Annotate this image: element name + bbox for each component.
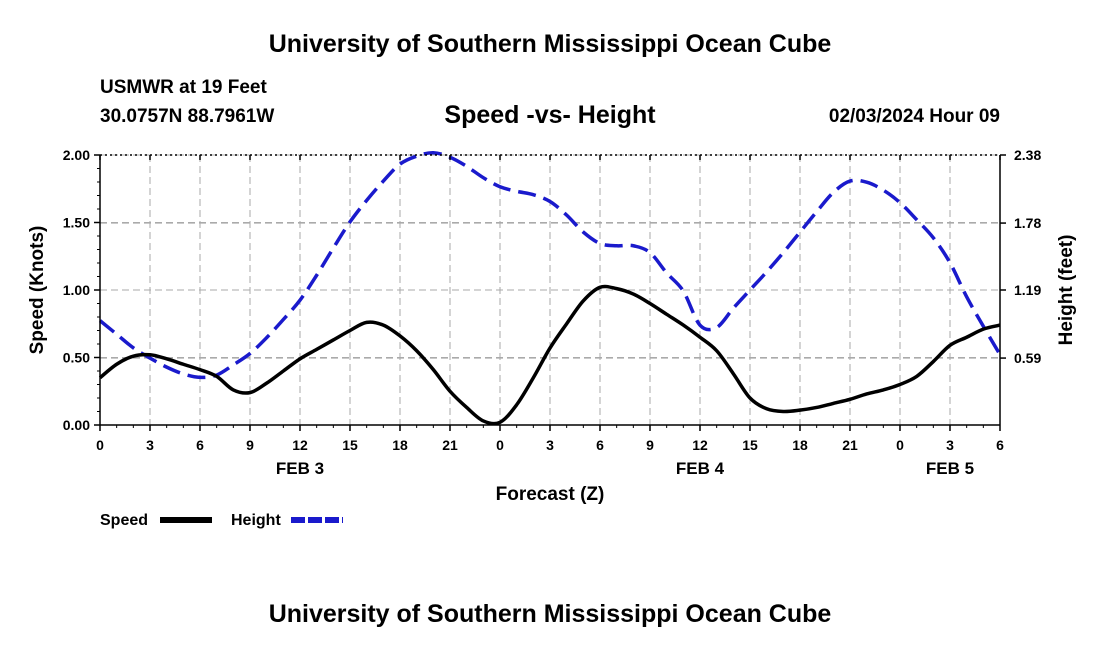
legend: Speed Height — [100, 512, 343, 529]
x-tick-label: 18 — [792, 437, 808, 453]
y-tick-label: 1.00 — [63, 282, 90, 298]
coordinates-label: 30.0757N 88.7961W — [100, 106, 275, 127]
series-layer — [98, 150, 1002, 426]
x-tick-label: 15 — [742, 437, 758, 453]
date-labels: FEB 3 FEB 4 FEB 5 — [276, 459, 974, 478]
date-label: FEB 5 — [926, 459, 974, 478]
legend-label-height: Height — [231, 512, 281, 529]
y-axis-ticks: 0.00 0.50 1.00 1.50 2.00 — [63, 147, 100, 433]
x-tick-label: 6 — [596, 437, 604, 453]
forecast-datetime: 02/03/2024 Hour 09 — [828, 106, 1000, 127]
x-tick-label: 21 — [842, 437, 858, 453]
y-tick-label: 0.00 — [63, 417, 90, 433]
station-label: USMWR at 19 Feet — [100, 77, 267, 98]
date-label: FEB 4 — [676, 459, 725, 478]
y-tick-label: 0.50 — [63, 350, 90, 366]
x-axis-title: Forecast (Z) — [496, 484, 605, 505]
x-tick-label: 3 — [146, 437, 154, 453]
x-tick-label: 6 — [996, 437, 1004, 453]
x-tick-label: 12 — [692, 437, 708, 453]
y2-tick-label: 0.59 — [1014, 350, 1041, 366]
x-tick-label: 3 — [946, 437, 954, 453]
footer-title: University of Southern Mississippi Ocean… — [268, 600, 832, 628]
y2-tick-label: 1.19 — [1014, 282, 1041, 298]
x-tick-label: 0 — [496, 437, 504, 453]
x-tick-label: 0 — [96, 437, 104, 453]
height-series-line — [98, 150, 1002, 380]
x-tick-label: 0 — [896, 437, 904, 453]
x-tick-label: 9 — [646, 437, 654, 453]
y-axis-title: Speed (Knots) — [27, 226, 48, 355]
grid-lines — [99, 154, 1001, 426]
x-tick-label: 15 — [342, 437, 358, 453]
x-axis-ticks: 0 3 6 9 12 15 18 21 0 3 6 9 12 15 18 21 0 3 6 — [96, 155, 1004, 453]
y2-axis-title: Height (feet) — [1056, 235, 1077, 346]
x-tick-label: 6 — [196, 437, 204, 453]
date-label: FEB 3 — [276, 459, 324, 478]
x-tick-label: 12 — [292, 437, 308, 453]
speed-series-line — [98, 284, 1001, 426]
y2-tick-label: 1.78 — [1014, 215, 1041, 231]
y2-tick-label: 2.38 — [1014, 147, 1041, 163]
y-tick-label: 2.00 — [63, 147, 90, 163]
page-title: University of Southern Mississippi Ocean… — [268, 30, 832, 58]
x-tick-label: 18 — [392, 437, 408, 453]
legend-label-speed: Speed — [100, 512, 148, 529]
chart-subtitle: Speed -vs- Height — [444, 101, 656, 129]
y-tick-label: 1.50 — [63, 215, 90, 231]
y2-axis-ticks: 0.59 1.19 1.78 2.38 — [1000, 147, 1041, 366]
x-tick-label: 21 — [442, 437, 458, 453]
x-tick-label: 3 — [546, 437, 554, 453]
x-tick-label: 9 — [246, 437, 254, 453]
